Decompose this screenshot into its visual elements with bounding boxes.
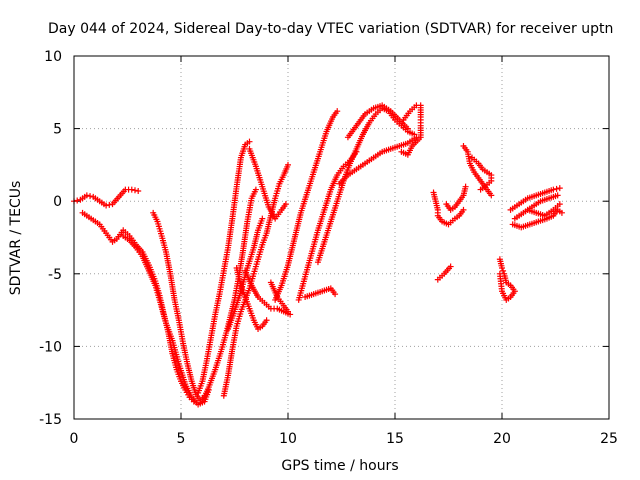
data-point [404, 125, 411, 132]
plot-frame [73, 55, 610, 420]
point-track [272, 108, 341, 303]
x-tick-label: 15 [386, 431, 404, 447]
point-track [430, 189, 467, 228]
x-tick-label: 5 [177, 431, 186, 447]
y-tick-label: 10 [44, 49, 62, 65]
data-point [496, 270, 503, 277]
data-point [550, 186, 557, 193]
data-point [259, 215, 266, 222]
data-points [71, 102, 565, 408]
point-track [507, 185, 563, 213]
data-point [282, 201, 289, 208]
x-tick-label: 0 [70, 431, 79, 447]
data-point [87, 193, 94, 200]
y-axis-title: SDTVAR / TECUs [8, 181, 24, 296]
data-point [285, 308, 291, 315]
point-track [344, 102, 411, 141]
data-point [477, 186, 484, 193]
point-track [434, 263, 454, 283]
data-point [553, 185, 560, 192]
point-track [302, 285, 339, 301]
data-point [460, 206, 467, 213]
point-track [71, 186, 142, 209]
point-track [267, 279, 291, 315]
data-point [556, 185, 563, 192]
data-point [332, 291, 339, 298]
x-axis-title: GPS time / hours [281, 458, 398, 474]
point-track [524, 201, 563, 219]
y-tick-label: 0 [53, 194, 62, 210]
data-point [103, 202, 110, 209]
x-tick-label: 25 [600, 431, 618, 447]
point-track [443, 183, 469, 213]
data-point [285, 161, 291, 168]
data-point [106, 201, 113, 208]
point-track [398, 102, 424, 158]
point-track [469, 154, 495, 193]
data-point [558, 209, 565, 216]
data-point [462, 183, 469, 190]
data-point [447, 263, 454, 270]
point-track [195, 138, 253, 396]
point-track [225, 215, 266, 332]
data-point [554, 192, 561, 199]
x-tick-label: 10 [279, 431, 297, 447]
point-track [496, 256, 518, 303]
point-track [295, 148, 360, 303]
data-point [135, 188, 142, 195]
data-point [488, 192, 495, 199]
axis-ticks: 0 5 10 15 20 25 10 5 0 -5 -10 -15 [39, 49, 618, 447]
y-tick-label: -10 [39, 339, 62, 355]
y-tick-label: 5 [53, 122, 62, 138]
data-point [500, 267, 507, 274]
point-track [150, 209, 208, 404]
point-track [246, 145, 289, 222]
data-point [499, 264, 505, 271]
chart-title: Day 044 of 2024, Sidereal Day-to-day VTE… [48, 21, 613, 37]
data-point [252, 186, 259, 193]
data-point [556, 201, 563, 208]
data-point [131, 187, 138, 194]
data-point [74, 197, 81, 204]
x-tick-label: 20 [493, 431, 511, 447]
data-point [263, 317, 270, 324]
y-tick-label: -5 [48, 267, 62, 283]
data-point [334, 108, 341, 115]
data-point [246, 138, 253, 145]
data-point [83, 192, 90, 199]
point-track [120, 233, 212, 408]
data-point [398, 148, 405, 155]
data-point [128, 186, 135, 193]
y-tick-label: -15 [39, 412, 62, 428]
